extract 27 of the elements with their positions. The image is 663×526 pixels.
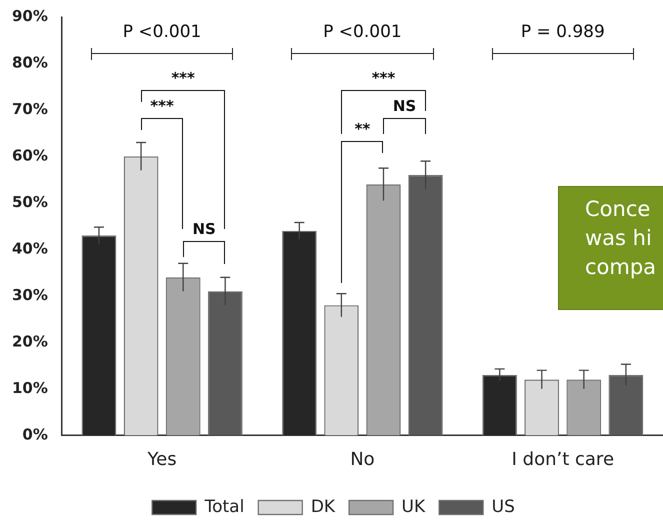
y-tick-label: 20%	[12, 332, 48, 350]
annotation: P <0.001	[322, 22, 403, 42]
legend-label: Total	[204, 496, 244, 517]
y-tick-label: 40%	[12, 239, 48, 258]
legend-label: DK	[310, 496, 336, 517]
y-tick-label: 80%	[12, 53, 48, 72]
x-tick-label: I don’t care	[512, 448, 614, 470]
y-tick-label: 30%	[12, 286, 48, 304]
y-tick-label: 10%	[12, 378, 48, 397]
y-tick-label: 70%	[12, 100, 48, 118]
x-tick-label: Yes	[146, 448, 177, 470]
annotation: NS	[191, 219, 217, 240]
annotation: P = 0.989	[520, 22, 606, 42]
y-tick-label: 90%	[12, 6, 48, 25]
annotation: **	[354, 118, 372, 139]
legend-label: US	[492, 496, 515, 517]
note-box: Conce was hi compa	[558, 186, 663, 310]
annotation: ***	[370, 68, 396, 88]
annotation: ***	[170, 68, 196, 88]
annotation: NS	[392, 96, 418, 116]
annotation: ***	[149, 96, 175, 116]
y-tick-label: 50%	[12, 192, 48, 211]
y-tick-label: 0%	[22, 425, 48, 444]
annotation: P <0.001	[122, 22, 202, 42]
x-tick-label: No	[350, 448, 375, 470]
y-tick-label: 60%	[12, 146, 48, 164]
legend-label: UK	[402, 496, 426, 517]
